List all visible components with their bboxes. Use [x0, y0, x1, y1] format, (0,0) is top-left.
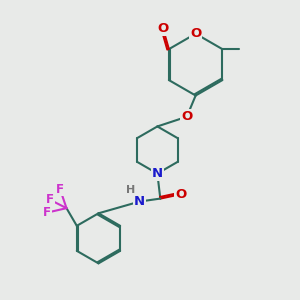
- Text: N: N: [134, 195, 145, 208]
- Text: F: F: [56, 182, 64, 196]
- Text: H: H: [126, 185, 135, 195]
- Text: O: O: [175, 188, 187, 201]
- Text: F: F: [46, 194, 54, 206]
- Text: O: O: [181, 110, 192, 123]
- Text: F: F: [44, 206, 51, 219]
- Text: O: O: [190, 27, 201, 40]
- Text: N: N: [152, 167, 163, 180]
- Text: O: O: [158, 22, 169, 35]
